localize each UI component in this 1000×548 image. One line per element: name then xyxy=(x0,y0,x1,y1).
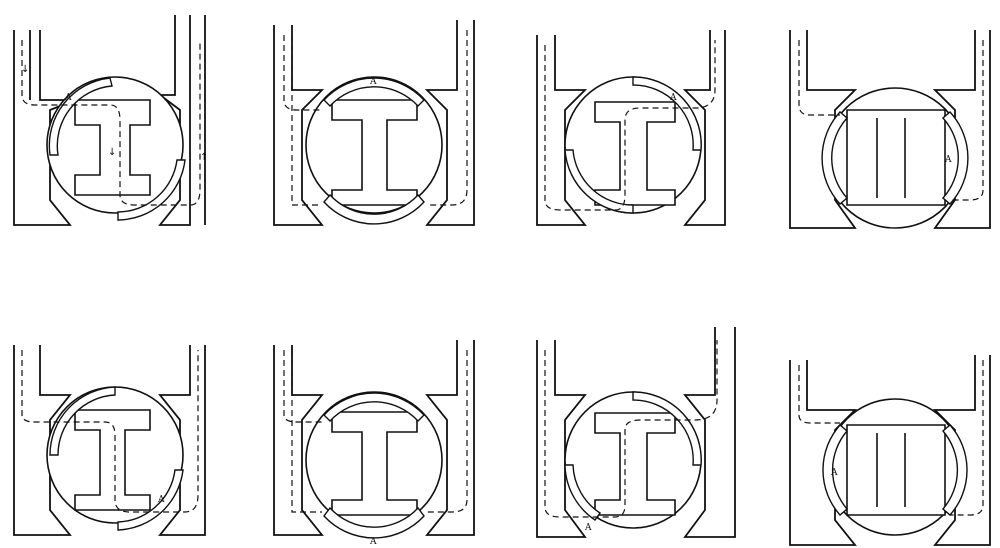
rotor-web xyxy=(74,409,151,511)
seal-strip xyxy=(632,76,702,151)
valve-panel-2: A xyxy=(273,20,475,226)
part-label-a: A xyxy=(64,93,72,103)
flow-path xyxy=(798,40,840,116)
part-label-a: A xyxy=(369,77,377,87)
flow-path xyxy=(291,350,322,513)
seal-strip xyxy=(323,392,425,423)
rotor-web xyxy=(846,424,946,516)
valve-panel-1: ↓ ↓ ↑ A xyxy=(13,15,208,226)
valve-panel-5: A xyxy=(13,345,206,536)
flow-path xyxy=(950,360,984,516)
flow-path xyxy=(427,350,468,513)
flow-path xyxy=(21,350,199,513)
seal-strip xyxy=(632,391,702,466)
valve-panel-4: A xyxy=(789,30,991,229)
flow-path xyxy=(283,350,322,423)
seal-strip-lower xyxy=(323,506,425,539)
part-label-a: A xyxy=(584,523,592,533)
valve-panel-8: A xyxy=(789,355,991,546)
flow-path xyxy=(427,30,468,206)
flow-path xyxy=(950,40,984,201)
part-label-a: A xyxy=(944,155,952,165)
casing xyxy=(273,340,475,536)
rotor-web xyxy=(74,99,151,196)
part-label-a: A xyxy=(830,468,838,478)
seal-strip-lower xyxy=(323,193,425,225)
valve-panel-7: A xyxy=(536,327,736,538)
casing xyxy=(273,20,475,226)
flow-path xyxy=(544,40,716,211)
flow-path xyxy=(291,35,322,206)
seal-strip xyxy=(942,111,969,205)
valve-panel-6: A xyxy=(273,340,475,547)
part-label-a: A xyxy=(157,495,165,505)
seal-strip-lower xyxy=(564,149,634,214)
seal-strip xyxy=(822,424,848,516)
part-label-a: A xyxy=(369,537,377,547)
part-label-a: A xyxy=(669,93,677,103)
flow-path xyxy=(21,40,201,206)
rotor-web xyxy=(594,412,676,516)
flow-path xyxy=(283,35,322,111)
seal-strip xyxy=(323,77,425,108)
flow-path xyxy=(544,340,718,518)
seal-strip-lower xyxy=(821,111,848,205)
flow-path xyxy=(798,365,840,424)
seal-strip-lower xyxy=(942,424,968,516)
rotor-web xyxy=(846,109,946,206)
flow-arrow-down-icon: ↓ xyxy=(21,64,29,75)
seal-strip xyxy=(48,77,113,156)
seal-strip xyxy=(49,386,116,456)
valve-panel-3: A xyxy=(536,30,726,226)
flow-arrow-up-icon: ↑ xyxy=(200,152,208,163)
flow-arrow-down-icon: ↓ xyxy=(108,147,116,158)
seal-strip-lower xyxy=(117,159,186,221)
rotor-web xyxy=(594,101,676,206)
seal-strip-lower xyxy=(117,469,184,531)
